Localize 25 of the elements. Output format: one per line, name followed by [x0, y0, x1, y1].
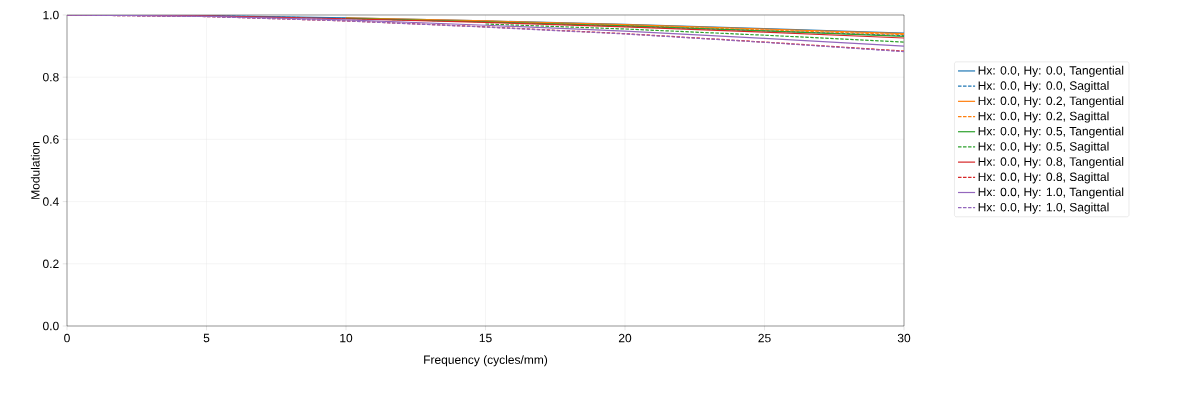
x-tick-label: 10: [340, 333, 353, 343]
legend-label: Hx: 0.0, Hy: 0.5, Sagittal: [978, 141, 1109, 154]
y-tick-label: 0.8: [42, 72, 59, 82]
y-tick-label: 0.2: [42, 259, 59, 269]
x-tick-label: 20: [618, 333, 632, 343]
legend-label: Hx: 0.0, Hy: 0.8, Sagittal: [978, 172, 1109, 184]
legend-label: Hx: 0.0, Hy: 0.5, Tangential: [978, 126, 1124, 138]
legend-label: Hx: 0.0, Hy: 0.2, Sagittal: [978, 111, 1109, 123]
y-tick-label: 0.0: [42, 321, 59, 331]
x-tick-label: 15: [479, 333, 492, 343]
legend-label: Hx: 0.0, Hy: 1.0, Sagittal: [978, 202, 1109, 214]
x-tick-label: 5: [203, 333, 210, 343]
x-tick-label: 25: [758, 333, 771, 343]
y-tick-label: 0.6: [42, 135, 59, 144]
legend-label: Hx: 0.0, Hy: 0.8, Tangential: [978, 157, 1124, 169]
x-tick-label: 0: [64, 333, 70, 343]
y-tick-label: 1.0: [43, 10, 59, 20]
legend-label: Hx: 0.0, Hy: 0.0, Sagittal: [978, 81, 1109, 93]
legend-label: Hx: 0.0, Hy: 0.2, Tangential: [978, 96, 1124, 108]
y-axis-title: Modulation: [30, 141, 40, 199]
x-tick-label: 30: [897, 333, 911, 343]
x-axis-title: Frequency (cycles/mm): [424, 355, 548, 367]
y-tick-label: 0.4: [42, 197, 59, 206]
legend-label: Hx: 0.0, Hy: 1.0, Tangential: [978, 187, 1124, 199]
legend-label: Hx: 0.0, Hy: 0.0, Tangential: [978, 65, 1124, 78]
